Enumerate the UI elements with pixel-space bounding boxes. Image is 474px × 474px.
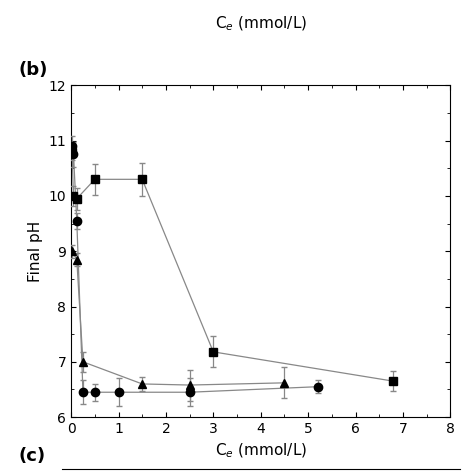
Y-axis label: Final pH: Final pH: [28, 220, 43, 282]
Text: (b): (b): [18, 61, 47, 79]
Text: C$_e$ (mmol/L): C$_e$ (mmol/L): [215, 14, 307, 33]
Text: (c): (c): [19, 447, 46, 465]
X-axis label: C$_e$ (mmol/L): C$_e$ (mmol/L): [215, 442, 307, 460]
